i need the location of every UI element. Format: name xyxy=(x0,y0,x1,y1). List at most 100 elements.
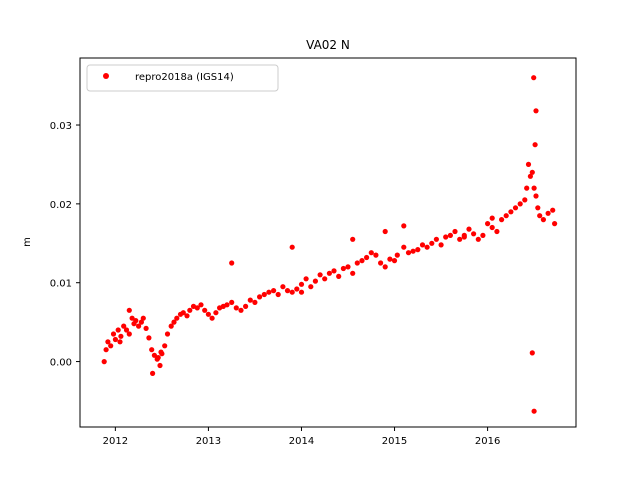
data-point xyxy=(447,232,453,238)
plot-area-frame xyxy=(79,57,577,428)
data-point xyxy=(243,303,249,309)
data-point xyxy=(368,250,374,256)
data-point xyxy=(213,310,219,316)
data-point xyxy=(387,256,393,262)
data-point xyxy=(180,310,186,316)
data-point xyxy=(298,281,305,287)
legend-label: repro2018a (IGS14) xyxy=(135,72,234,83)
data-point xyxy=(121,323,127,329)
data-point xyxy=(133,318,139,324)
data-point xyxy=(373,252,379,258)
x-tick-label: 2016 xyxy=(475,436,500,447)
x-tick-label: 2015 xyxy=(382,436,407,447)
data-point xyxy=(494,228,500,235)
data-point xyxy=(129,315,135,321)
data-point xyxy=(198,302,204,308)
data-point xyxy=(171,319,177,325)
data-point xyxy=(429,240,435,246)
data-point xyxy=(308,284,314,290)
data-point xyxy=(461,234,467,240)
data-point xyxy=(326,270,332,276)
data-point xyxy=(312,278,318,284)
data-point xyxy=(261,291,267,298)
x-tick-label: 2012 xyxy=(103,436,128,447)
y-tick-label: 0.03 xyxy=(50,121,72,132)
data-point xyxy=(298,289,305,295)
data-point xyxy=(126,331,132,337)
data-point xyxy=(345,264,351,270)
data-point xyxy=(340,265,346,272)
data-point xyxy=(162,343,168,349)
data-point xyxy=(322,276,328,282)
data-point xyxy=(151,352,157,358)
data-point xyxy=(391,258,398,264)
data-point xyxy=(168,323,174,329)
data-point xyxy=(382,264,388,270)
data-point xyxy=(415,247,421,253)
data-point xyxy=(552,221,558,227)
data-point xyxy=(405,250,412,256)
data-point xyxy=(350,270,356,276)
data-point xyxy=(336,273,342,279)
data-point xyxy=(517,201,523,207)
data-point xyxy=(275,291,281,298)
data-point xyxy=(247,297,253,303)
data-point xyxy=(289,244,295,250)
data-point xyxy=(489,215,495,221)
y-tick-label: 0.00 xyxy=(50,358,72,369)
legend-box xyxy=(86,64,279,92)
data-point xyxy=(233,305,239,311)
data-point xyxy=(531,75,537,81)
data-point xyxy=(146,335,152,341)
data-point xyxy=(359,258,365,264)
data-point xyxy=(280,284,286,290)
data-point xyxy=(410,248,416,254)
y-tick-label: 0.01 xyxy=(50,279,72,290)
data-point xyxy=(140,315,146,321)
data-point xyxy=(508,209,514,215)
data-point xyxy=(457,236,463,242)
data-point xyxy=(110,331,117,337)
points-layer xyxy=(101,75,558,414)
data-point xyxy=(202,307,208,313)
legend: repro2018a (IGS14) xyxy=(86,64,279,92)
data-point xyxy=(433,236,439,242)
data-point xyxy=(499,217,505,223)
data-point xyxy=(489,224,495,231)
data-point xyxy=(537,213,543,219)
legend-marker xyxy=(103,73,109,79)
data-point xyxy=(524,185,530,191)
data-point xyxy=(466,226,472,232)
data-point xyxy=(205,311,211,317)
data-point xyxy=(143,325,149,331)
data-point xyxy=(284,288,291,294)
data-point xyxy=(331,268,337,274)
data-point xyxy=(103,347,109,353)
data-point xyxy=(317,272,323,278)
data-point xyxy=(438,242,444,248)
data-point xyxy=(294,286,300,292)
data-point xyxy=(531,185,537,191)
data-point xyxy=(136,323,142,329)
chart-title: VA02 N xyxy=(306,38,350,52)
data-point xyxy=(209,315,215,321)
data-point xyxy=(401,223,407,229)
data-point xyxy=(424,244,430,250)
data-point xyxy=(533,193,539,199)
data-point xyxy=(115,327,121,333)
data-point xyxy=(531,408,537,414)
data-point xyxy=(419,242,426,248)
data-point xyxy=(480,232,486,238)
data-point xyxy=(149,347,155,353)
data-point xyxy=(350,236,356,242)
data-point xyxy=(364,254,370,261)
data-point xyxy=(118,333,124,339)
x-tick-label: 2013 xyxy=(196,436,221,447)
data-point xyxy=(238,307,244,313)
data-point xyxy=(401,244,407,250)
data-point xyxy=(525,161,532,167)
data-point xyxy=(138,319,144,325)
data-point xyxy=(512,205,519,211)
data-point xyxy=(155,355,161,361)
data-point xyxy=(535,205,541,211)
